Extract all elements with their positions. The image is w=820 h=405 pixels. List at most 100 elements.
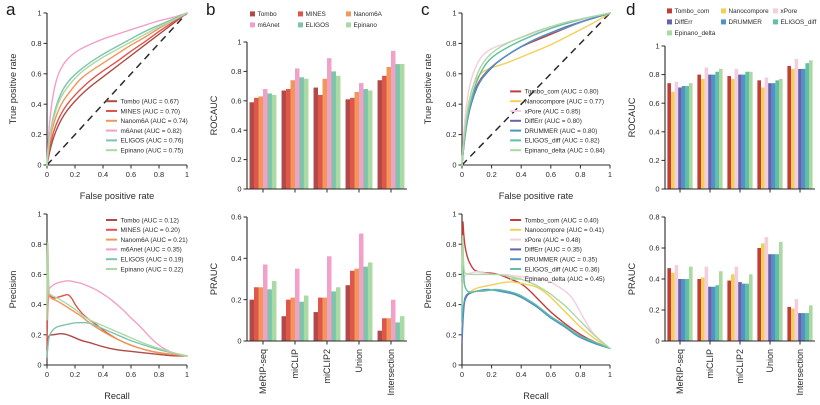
bar-DiffErr [738, 74, 742, 189]
curve-ELIGOS_diff [461, 244, 611, 350]
chart-d-rocauc-bars: 0 0.2 0.4 0.6 0.8 1 ROCAUC Tombo_com Nanocompore… [627, 8, 816, 194]
bar-xPore [674, 265, 679, 341]
x-tick-label: 0.8 [154, 370, 164, 379]
category-label: Intersection [386, 349, 396, 396]
curve-Epinano [46, 241, 188, 357]
bar-DRUMMER [801, 313, 806, 341]
bar-MINES [382, 318, 387, 341]
bar-Nanocompore [671, 91, 675, 189]
bar-m6Anet [295, 268, 300, 341]
y-tick-label: 0.8 [31, 39, 41, 48]
curve-m6Anet [46, 280, 188, 357]
x-tick-label: 0.8 [575, 170, 585, 179]
bar-ELIGOS [267, 289, 272, 341]
x-tick-label: 0.6 [126, 370, 136, 379]
bar-DiffErr [798, 68, 802, 189]
y-tick-label: 0 [237, 337, 241, 346]
bar-ELIGOS [331, 71, 336, 189]
legend-label: Tombo [258, 11, 278, 18]
legend: Tombo_com Nanocompore xPore DiffErr DRUMMER E… [667, 8, 816, 37]
bar-Nanocompore [791, 308, 795, 341]
panel-a: a 0 0.2 0.4 0.6 0.8 1 0 0.2 0.4 0.6 0.8 1 False posi… [0, 0, 200, 405]
bar-m6Anet [391, 299, 396, 341]
bar-m6Anet [263, 89, 268, 189]
bar-Epinano_delta [719, 68, 723, 189]
y-tick-label: 0 [452, 161, 456, 170]
y-axis-label: True positive rate [8, 54, 18, 125]
bar-Epinano_delta [689, 83, 693, 189]
x-tick-label: 0.2 [70, 370, 80, 379]
bar-MINES [286, 89, 291, 189]
y-tick-label: 0.4 [446, 300, 456, 309]
bar-m6Anet [327, 256, 332, 341]
bar-xPore [674, 81, 679, 189]
category-label: Union [765, 349, 775, 373]
curve-Nanom6A [46, 242, 188, 357]
category-label: miCLIP [290, 349, 300, 379]
legend-label: Tombo (AUC = 0.67) [121, 99, 179, 106]
curve-Tombo [46, 332, 188, 360]
bar-ELIGOS [299, 77, 304, 189]
legend-label: xPore (AUC = 0.85) [525, 108, 581, 115]
bar-MINES [318, 94, 323, 189]
legend-swatch [346, 11, 351, 17]
bar-Epinano_delta [779, 78, 783, 189]
y-tick-label: 0.8 [649, 213, 659, 222]
legend-label: MINES (AUC = 0.70) [121, 108, 181, 115]
legend-swatch [298, 22, 303, 28]
y-axis-label: Precision [423, 271, 433, 309]
legend-label: DiffErr [675, 19, 694, 26]
y-tick-label: 0.8 [446, 240, 456, 249]
bar-MINES [350, 97, 355, 189]
bar-Tombo [249, 299, 255, 341]
legend-swatch [667, 8, 672, 14]
y-tick-label: 0.4 [31, 100, 41, 109]
bar-Epinano [303, 295, 309, 341]
x-tick-label: 0.6 [546, 370, 556, 379]
bar-Nanocompore [701, 78, 705, 189]
category-label: MeRIP-seq [675, 349, 685, 394]
legend-label: ELIGOS [306, 22, 330, 29]
bar-DRUMMER [711, 74, 716, 189]
curve-ELIGOS_diff [461, 12, 611, 166]
bar-ELIGOS_diff [685, 86, 689, 189]
y-tick-label: 0 [237, 185, 241, 194]
y-tick-label: 0 [37, 361, 41, 370]
bar-MINES [286, 299, 291, 341]
bar-Tombo_com [727, 280, 731, 341]
legend-swatch [773, 8, 778, 14]
chart-c-roc-curve: 0 0.2 0.4 0.6 0.8 1 0 0.2 0.4 0.6 0.8 1 False positi… [423, 9, 612, 201]
plot-area: 0 0.2 0.4 0.6 0.8 1 0 0.2 0.4 0.6 0.8 1 Recall Precis… [8, 210, 189, 401]
bar-Epinano [367, 262, 373, 341]
bar-xPore [704, 67, 709, 189]
x-tick-label: 0 [45, 170, 49, 179]
bar-Nanocompore [761, 243, 765, 341]
bar-Tombo [313, 312, 319, 341]
bar-Epinano_delta [689, 266, 693, 341]
y-tick-label: 0 [452, 361, 456, 370]
bar-ELIGOS [267, 93, 272, 189]
bar-Epinano [271, 94, 277, 189]
category-label: MeRIP-seq [258, 349, 268, 394]
curve-Tombo_com [461, 221, 611, 350]
bar-DiffErr [768, 254, 772, 341]
x-tick-label: 1 [185, 170, 189, 179]
x-tick-label: 0.4 [98, 370, 108, 379]
bar-ELIGOS_diff [715, 71, 719, 189]
bar-Tombo [249, 102, 255, 189]
chart-a-pr-curve: 0 0.2 0.4 0.6 0.8 1 0 0.2 0.4 0.6 0.8 1 Recall Precis… [8, 210, 189, 401]
bar-Tombo [345, 285, 351, 341]
legend-label: Tombo_com [675, 8, 710, 15]
diagonal-reference-line [46, 12, 188, 166]
bar-ELIGOS_diff [775, 80, 779, 189]
category-label: miCLIP [705, 349, 715, 379]
legend: Tombo MINES Nanom6A m6Anet ELIGOS Epinano [250, 11, 383, 29]
category-label: Union [354, 349, 364, 373]
bar-Tombo_com [787, 306, 791, 341]
y-tick-label: 0.2 [649, 306, 659, 315]
y-tick-label: 0.6 [31, 69, 41, 78]
legend-label: Nanocompore (AUC = 0.77) [525, 99, 604, 106]
bar-Tombo [281, 90, 287, 189]
bar-DRUMMER [741, 283, 746, 341]
